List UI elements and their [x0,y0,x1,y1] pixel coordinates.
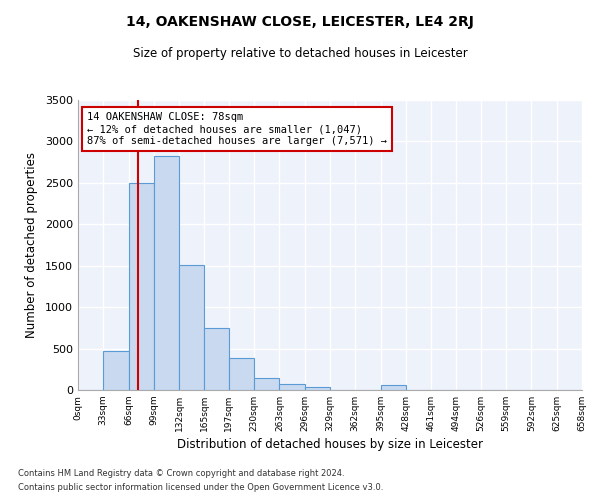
Text: Contains HM Land Registry data © Crown copyright and database right 2024.: Contains HM Land Registry data © Crown c… [18,468,344,477]
Bar [229,358,254,390]
Bar [205,328,229,390]
Bar [380,386,406,390]
Bar [128,183,154,390]
Bar [179,265,205,390]
X-axis label: Distribution of detached houses by size in Leicester: Distribution of detached houses by size … [177,438,483,451]
Bar [254,378,280,390]
Bar [154,156,179,390]
Text: 14, OAKENSHAW CLOSE, LEICESTER, LE4 2RJ: 14, OAKENSHAW CLOSE, LEICESTER, LE4 2RJ [126,15,474,29]
Bar [280,384,305,390]
Bar [103,351,128,390]
Bar [305,387,330,390]
Text: Contains public sector information licensed under the Open Government Licence v3: Contains public sector information licen… [18,484,383,492]
Y-axis label: Number of detached properties: Number of detached properties [25,152,38,338]
Text: Size of property relative to detached houses in Leicester: Size of property relative to detached ho… [133,48,467,60]
Text: 14 OAKENSHAW CLOSE: 78sqm
← 12% of detached houses are smaller (1,047)
87% of se: 14 OAKENSHAW CLOSE: 78sqm ← 12% of detac… [87,112,387,146]
